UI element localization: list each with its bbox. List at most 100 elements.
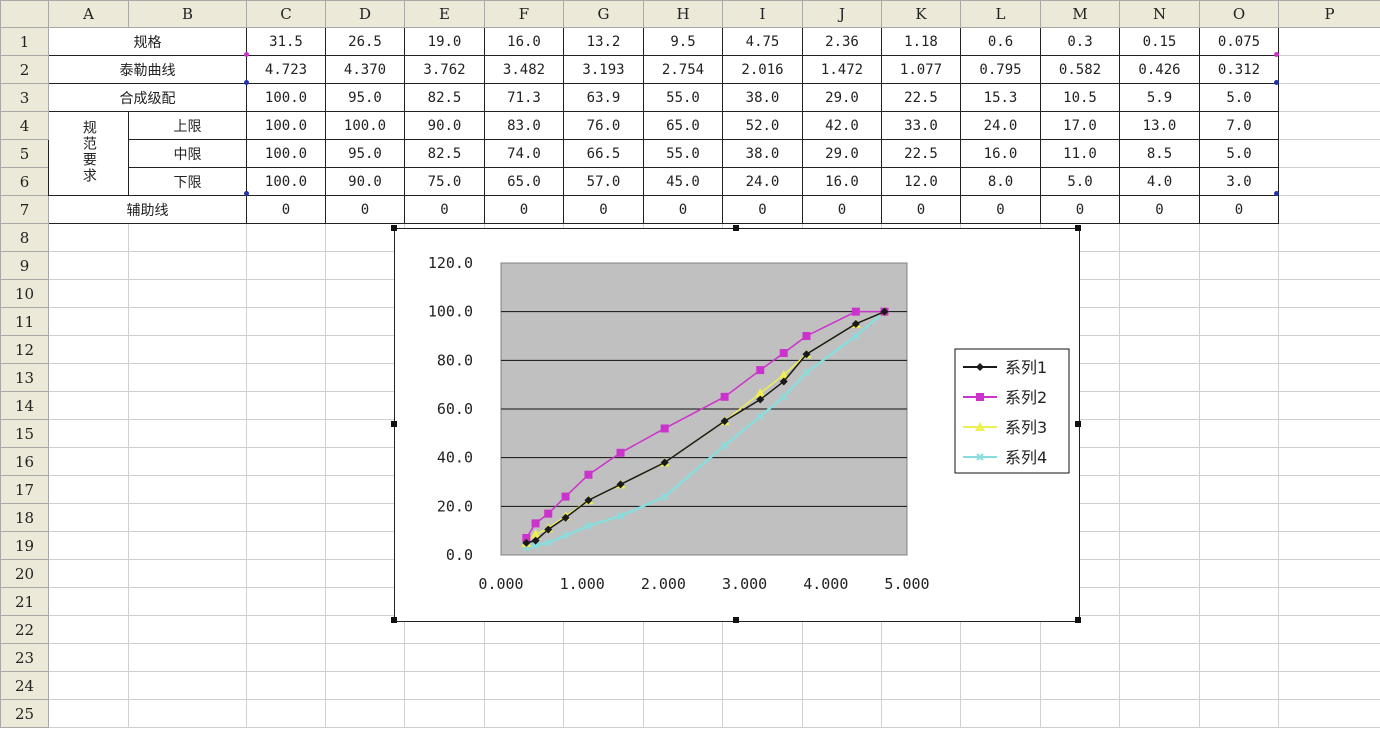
data-cell[interactable]: 0 (960, 195, 1041, 224)
data-cell[interactable]: 5.9 (1119, 83, 1200, 112)
data-cell[interactable]: 95.0 (325, 83, 405, 112)
data-cell[interactable]: 82.5 (404, 83, 485, 112)
data-cell[interactable]: 0.6 (960, 27, 1041, 56)
row-lower-label[interactable]: 下限 (128, 167, 247, 196)
data-cell[interactable]: 0.075 (1199, 27, 1279, 56)
data-cell[interactable]: 33.0 (881, 111, 961, 140)
data-cell[interactable]: 38.0 (722, 139, 803, 168)
cell[interactable] (246, 335, 326, 364)
data-cell[interactable]: 29.0 (802, 139, 882, 168)
cell[interactable] (325, 251, 405, 280)
cell[interactable] (1278, 587, 1380, 616)
cell[interactable] (128, 531, 247, 560)
cell[interactable] (48, 475, 129, 504)
data-cell[interactable]: 4.0 (1119, 167, 1200, 196)
cell[interactable] (1278, 559, 1380, 588)
select-all-corner[interactable] (0, 0, 49, 28)
data-cell[interactable]: 57.0 (563, 167, 644, 196)
row-composite-label[interactable]: 合成级配 (48, 83, 247, 112)
cell[interactable] (484, 699, 564, 728)
cell[interactable] (1278, 531, 1380, 560)
data-cell[interactable]: 66.5 (563, 139, 644, 168)
column-header[interactable]: O (1199, 0, 1279, 28)
data-cell[interactable]: 29.0 (802, 83, 882, 112)
data-cell[interactable]: 100.0 (246, 111, 326, 140)
cell[interactable] (404, 699, 485, 728)
cell[interactable] (128, 503, 247, 532)
cell[interactable] (325, 531, 405, 560)
data-cell[interactable]: 1.18 (881, 27, 961, 56)
cell[interactable] (1199, 587, 1279, 616)
data-cell[interactable]: 0 (1119, 195, 1200, 224)
column-header[interactable]: J (802, 0, 882, 28)
cell[interactable] (128, 699, 247, 728)
cell[interactable] (1119, 307, 1200, 336)
data-cell[interactable]: 1.077 (881, 55, 961, 84)
data-cell[interactable]: 1.472 (802, 55, 882, 84)
resize-handle[interactable] (1075, 617, 1081, 623)
cell[interactable] (325, 223, 405, 252)
cell[interactable] (48, 699, 129, 728)
cell[interactable] (128, 643, 247, 672)
cell[interactable] (128, 251, 247, 280)
cell[interactable] (128, 559, 247, 588)
data-cell[interactable]: 5.0 (1199, 83, 1279, 112)
data-cell[interactable]: 0 (802, 195, 882, 224)
cell[interactable] (1199, 559, 1279, 588)
cell[interactable] (1199, 279, 1279, 308)
cell[interactable] (960, 671, 1041, 700)
cell[interactable] (1199, 223, 1279, 252)
cell[interactable] (325, 643, 405, 672)
column-header[interactable]: I (722, 0, 803, 28)
data-cell[interactable]: 24.0 (722, 167, 803, 196)
data-cell[interactable]: 22.5 (881, 83, 961, 112)
cell[interactable] (48, 223, 129, 252)
cell[interactable] (1119, 531, 1200, 560)
row-header[interactable]: 19 (0, 531, 49, 560)
cell[interactable] (48, 503, 129, 532)
data-cell[interactable]: 0 (246, 195, 326, 224)
cell[interactable] (1119, 671, 1200, 700)
data-cell[interactable]: 0.3 (1040, 27, 1120, 56)
resize-handle[interactable] (1075, 225, 1081, 231)
cell[interactable] (246, 223, 326, 252)
row-header[interactable]: 3 (0, 83, 49, 112)
data-cell[interactable]: 7.0 (1199, 111, 1279, 140)
data-cell[interactable]: 71.3 (484, 83, 564, 112)
cell[interactable] (325, 363, 405, 392)
column-header[interactable]: D (325, 0, 405, 28)
cell[interactable] (643, 699, 723, 728)
cell[interactable] (325, 307, 405, 336)
cell[interactable] (802, 699, 882, 728)
cell[interactable] (802, 643, 882, 672)
cell[interactable] (325, 391, 405, 420)
cell[interactable] (1119, 447, 1200, 476)
cell[interactable] (325, 335, 405, 364)
cell[interactable] (404, 643, 485, 672)
cell[interactable] (48, 559, 129, 588)
cell[interactable] (1278, 391, 1380, 420)
cell[interactable] (246, 671, 326, 700)
cell[interactable] (246, 279, 326, 308)
row-header[interactable]: 24 (0, 671, 49, 700)
data-cell[interactable]: 0 (325, 195, 405, 224)
cell[interactable] (563, 699, 644, 728)
cell[interactable] (325, 559, 405, 588)
column-header[interactable]: N (1119, 0, 1200, 28)
row-header[interactable]: 18 (0, 503, 49, 532)
cell[interactable] (1119, 391, 1200, 420)
cell[interactable] (246, 363, 326, 392)
column-header[interactable]: H (643, 0, 723, 28)
cell[interactable] (246, 699, 326, 728)
cell[interactable] (1278, 699, 1380, 728)
cell[interactable] (246, 559, 326, 588)
row-header[interactable]: 25 (0, 699, 49, 728)
data-cell[interactable]: 0 (643, 195, 723, 224)
cell[interactable] (1119, 559, 1200, 588)
data-cell[interactable]: 100.0 (325, 111, 405, 140)
cell[interactable] (48, 363, 129, 392)
data-cell[interactable]: 0 (881, 195, 961, 224)
row-header[interactable]: 2 (0, 55, 49, 84)
data-cell[interactable]: 17.0 (1040, 111, 1120, 140)
row-header[interactable]: 11 (0, 307, 49, 336)
